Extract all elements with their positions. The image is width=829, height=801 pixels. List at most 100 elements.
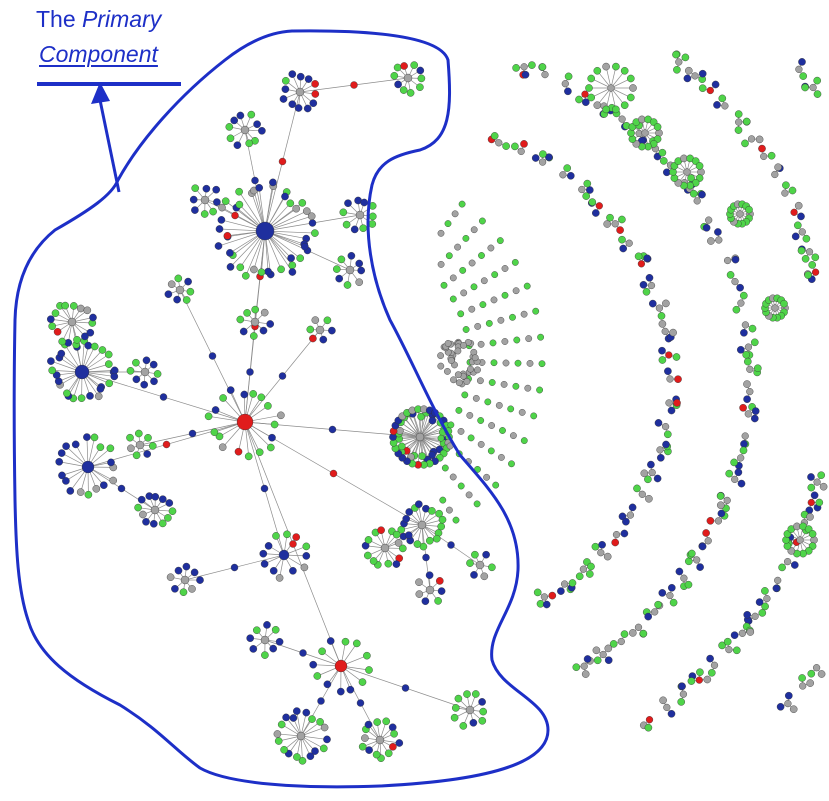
network-node — [267, 320, 274, 327]
network-node — [483, 474, 489, 480]
network-node — [210, 208, 217, 215]
network-node — [222, 198, 229, 205]
network-node — [589, 199, 596, 206]
network-node — [393, 531, 400, 538]
network-node — [737, 455, 744, 462]
network-node — [528, 62, 535, 69]
network-node — [234, 142, 241, 149]
network-node — [542, 71, 549, 78]
network-node — [459, 201, 465, 207]
network-node — [253, 627, 260, 634]
network-node — [237, 414, 253, 430]
network-node — [480, 301, 486, 307]
network-node — [618, 236, 625, 243]
network-node — [340, 209, 347, 216]
network-node — [775, 164, 782, 171]
network-node — [363, 652, 370, 659]
network-node — [492, 271, 498, 277]
network-node — [741, 140, 748, 147]
network-node — [150, 361, 157, 368]
network-node — [534, 589, 541, 596]
network-node — [91, 343, 98, 350]
network-node — [508, 406, 514, 412]
network-node — [509, 314, 515, 320]
network-node — [760, 153, 767, 160]
network-node — [711, 662, 718, 669]
network-node — [269, 179, 276, 186]
network-node — [743, 351, 750, 358]
network-node — [190, 196, 197, 203]
network-node — [696, 669, 703, 676]
network-node — [258, 394, 265, 401]
network-node — [662, 423, 669, 430]
network-node — [692, 73, 699, 80]
network-node — [168, 281, 175, 288]
network-node — [279, 158, 286, 165]
network-node — [227, 135, 234, 142]
network-node — [351, 226, 358, 233]
network-node — [752, 613, 759, 620]
network-node — [364, 552, 371, 559]
network-node — [47, 316, 54, 323]
network-node — [265, 268, 272, 275]
network-node — [309, 335, 316, 342]
network-node — [791, 209, 798, 216]
network-node — [227, 263, 234, 270]
network-node — [450, 377, 456, 383]
network-node — [263, 621, 270, 628]
network-node — [270, 567, 277, 574]
network-node — [627, 75, 634, 82]
network-node — [673, 399, 680, 406]
network-node — [369, 220, 376, 227]
network-node — [105, 361, 112, 368]
network-node — [191, 207, 198, 214]
network-node — [422, 598, 429, 605]
network-node — [426, 586, 434, 594]
network-node — [587, 563, 594, 570]
network-node — [458, 428, 464, 434]
network-node — [564, 165, 571, 172]
network-node — [810, 84, 817, 91]
network-node — [376, 736, 384, 744]
network-node — [707, 655, 714, 662]
network-node — [118, 485, 125, 492]
network-node — [694, 198, 701, 205]
network-node — [688, 678, 695, 685]
network-node — [353, 640, 360, 647]
network-node — [481, 278, 487, 284]
network-node — [586, 570, 593, 577]
network-node — [463, 691, 470, 698]
network-node — [127, 445, 134, 452]
network-node — [789, 187, 796, 194]
network-node — [584, 655, 591, 662]
network-node — [307, 753, 314, 760]
network-node — [143, 357, 150, 364]
network-node — [594, 67, 601, 74]
network-node — [675, 59, 682, 66]
network-node — [782, 190, 789, 197]
network-node — [136, 441, 144, 449]
network-node — [358, 267, 365, 274]
network-node — [697, 564, 704, 571]
network-node — [799, 229, 806, 236]
network-node — [141, 368, 149, 376]
network-node — [261, 636, 269, 644]
network-node — [290, 714, 297, 721]
network-node — [440, 497, 446, 503]
network-node — [150, 520, 157, 527]
network-node — [400, 87, 407, 94]
network-node — [381, 544, 389, 552]
network-node — [289, 101, 296, 108]
network-node — [796, 66, 803, 73]
network-node — [557, 588, 564, 595]
network-node — [281, 193, 288, 200]
network-node — [211, 429, 218, 436]
network-node — [735, 469, 742, 476]
network-node — [246, 140, 253, 147]
network-node — [445, 340, 451, 346]
network-node — [321, 724, 328, 731]
network-node — [308, 716, 315, 723]
network-node — [476, 561, 484, 569]
network-node — [289, 262, 296, 269]
network-node — [619, 116, 626, 123]
